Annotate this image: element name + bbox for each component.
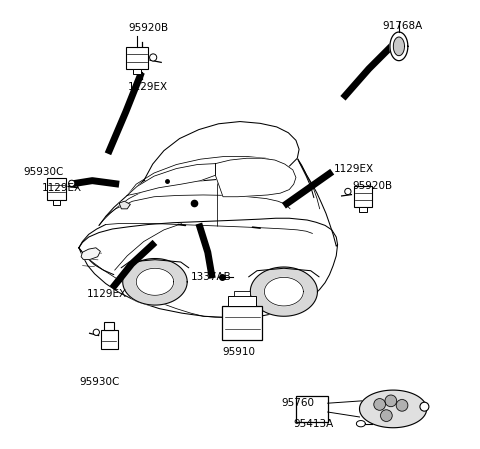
Polygon shape: [251, 267, 317, 316]
Circle shape: [69, 180, 75, 186]
Polygon shape: [360, 390, 427, 428]
Polygon shape: [216, 158, 296, 197]
Text: 1129EX: 1129EX: [87, 289, 127, 299]
Bar: [234, 291, 250, 296]
Text: 95413A: 95413A: [294, 418, 334, 429]
Text: 95920B: 95920B: [352, 181, 392, 191]
Circle shape: [381, 410, 392, 422]
Bar: [222, 306, 263, 340]
Bar: [228, 296, 256, 306]
Text: 1337AB: 1337AB: [191, 272, 231, 282]
Circle shape: [374, 399, 385, 410]
Circle shape: [385, 395, 396, 407]
Bar: [296, 396, 328, 422]
Text: 1129EX: 1129EX: [42, 183, 82, 193]
Text: 91768A: 91768A: [382, 21, 422, 31]
Text: 1129EX: 1129EX: [334, 163, 374, 174]
Polygon shape: [393, 37, 405, 56]
Circle shape: [150, 54, 157, 61]
Circle shape: [93, 329, 99, 335]
Text: 95930C: 95930C: [23, 167, 63, 177]
Circle shape: [396, 400, 408, 411]
Polygon shape: [264, 277, 303, 306]
Bar: [47, 177, 66, 200]
Polygon shape: [144, 122, 299, 183]
Polygon shape: [119, 201, 131, 209]
Polygon shape: [136, 269, 174, 295]
Circle shape: [420, 402, 429, 411]
Bar: [53, 200, 60, 206]
Bar: [360, 207, 367, 212]
Bar: [101, 330, 118, 349]
Polygon shape: [390, 32, 408, 61]
Text: 95920B: 95920B: [128, 23, 168, 33]
Polygon shape: [127, 163, 216, 195]
Text: 95930C: 95930C: [80, 377, 120, 387]
Polygon shape: [79, 218, 337, 317]
Bar: [133, 69, 141, 74]
Text: 1129EX: 1129EX: [128, 82, 168, 92]
Bar: [126, 47, 148, 69]
Bar: [354, 186, 372, 207]
Polygon shape: [356, 421, 365, 427]
Polygon shape: [81, 248, 100, 260]
Polygon shape: [123, 259, 187, 305]
Text: 95760: 95760: [281, 398, 314, 408]
Text: 95910: 95910: [223, 347, 256, 357]
Bar: [104, 322, 114, 330]
Circle shape: [345, 188, 351, 194]
